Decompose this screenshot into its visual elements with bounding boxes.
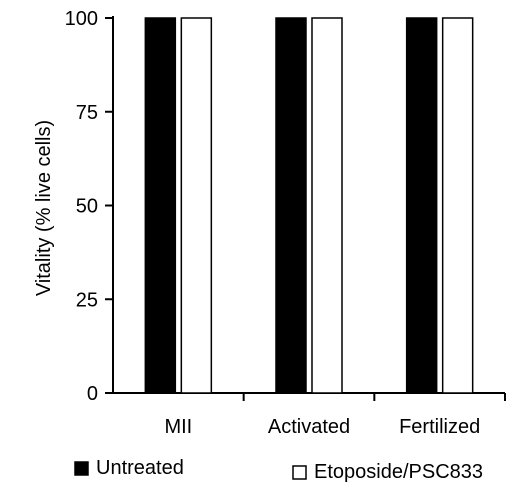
y-tick-label: 50 xyxy=(76,196,98,218)
legend-label: Untreated xyxy=(96,457,184,479)
bar-etoposide-psc833 xyxy=(441,17,474,394)
bar-untreated xyxy=(405,17,438,394)
legend-swatch xyxy=(292,465,307,480)
plot-area: 0 25 50 75 100 MII Activated Fertilized xyxy=(65,8,506,438)
y-tick-label: 25 xyxy=(76,289,98,311)
legend: Untreated Etoposide/PSC833 xyxy=(74,457,483,483)
y-tick-label: 0 xyxy=(87,383,98,405)
bar-untreated xyxy=(275,17,307,394)
x-tick-label: Activated xyxy=(268,416,350,438)
x-tick-label: Fertilized xyxy=(399,416,480,438)
y-axis-label: Vitality (% live cells) xyxy=(33,120,55,296)
bar-etoposide-psc833 xyxy=(180,17,213,394)
y-tick-label: 100 xyxy=(65,8,98,30)
legend-swatch xyxy=(74,461,89,476)
y-tick-label: 75 xyxy=(76,102,98,124)
x-tick-label: MII xyxy=(164,416,192,438)
legend-label: Etoposide/PSC833 xyxy=(314,461,483,483)
bar-untreated xyxy=(144,17,177,394)
bar-etoposide-psc833 xyxy=(311,17,343,394)
